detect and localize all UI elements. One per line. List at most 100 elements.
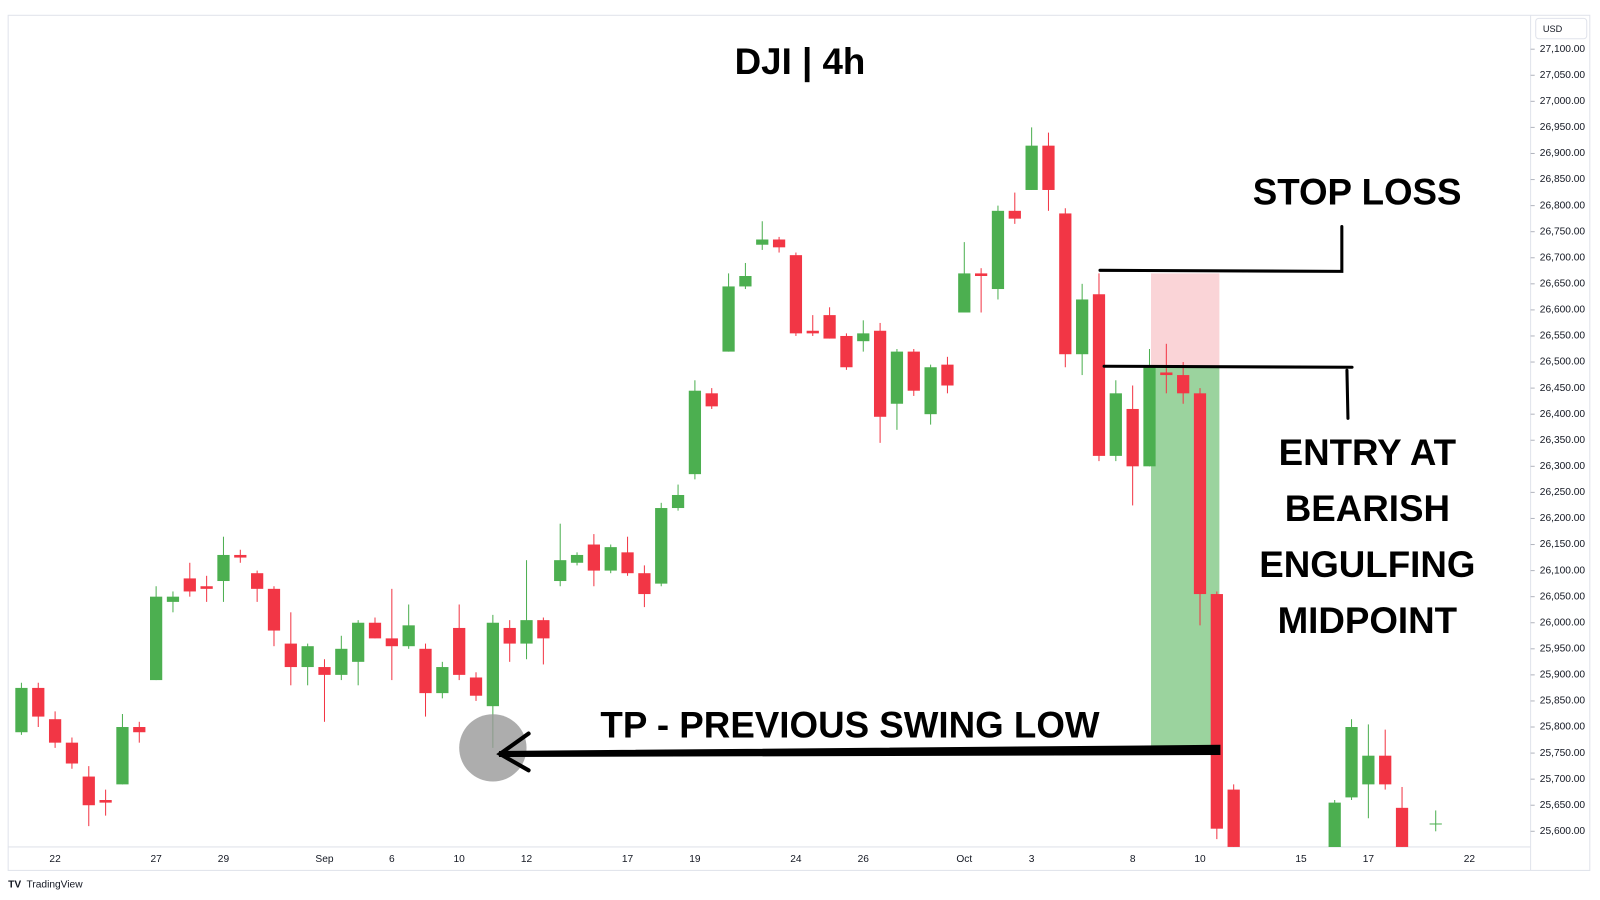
candle-body <box>150 596 163 681</box>
candle-body <box>1328 802 1341 847</box>
take-profit-label: TP - PREVIOUS SWING LOW <box>600 704 1099 745</box>
candle-body <box>705 393 718 407</box>
candle-body <box>789 255 803 334</box>
y-tick-label: 25,800.00 <box>1540 722 1586 733</box>
y-tick-label: 25,900.00 <box>1540 670 1586 681</box>
currency-box <box>1535 17 1588 40</box>
candle-body <box>671 494 685 509</box>
candle-body <box>570 554 584 563</box>
candle-body <box>621 552 634 574</box>
y-tick-label: 26,300.00 <box>1540 461 1586 472</box>
y-tick-label: 27,050.00 <box>1540 70 1586 81</box>
candle-body <box>1042 145 1055 190</box>
candle-body <box>722 286 735 352</box>
y-tick-label: 26,550.00 <box>1540 331 1586 342</box>
candle-body <box>840 335 853 368</box>
candle-body <box>924 367 937 415</box>
candle-body <box>133 727 146 733</box>
x-tick-label: 15 <box>1295 854 1307 865</box>
candle-body <box>520 620 533 644</box>
candle-body <box>991 210 1005 290</box>
candle-body <box>99 800 112 803</box>
candle-body <box>890 351 904 404</box>
chart-title: DJI | 4h <box>735 41 866 83</box>
candle-body <box>1193 393 1207 595</box>
candle-body <box>368 622 382 639</box>
x-tick-label: 6 <box>389 854 395 865</box>
x-tick-label: 19 <box>689 854 701 865</box>
y-tick-label: 25,750.00 <box>1540 748 1586 759</box>
y-tick-label: 27,000.00 <box>1540 96 1586 107</box>
y-tick-label: 26,250.00 <box>1540 487 1586 498</box>
entry-line <box>1102 364 1354 420</box>
y-tick-label: 25,600.00 <box>1540 826 1586 837</box>
candle-body <box>1362 755 1375 785</box>
candle-body <box>975 273 988 277</box>
candle-body <box>1160 372 1173 376</box>
candle-body <box>587 544 600 571</box>
y-tick-label: 26,850.00 <box>1540 174 1586 185</box>
y-tick-label: 26,950.00 <box>1540 122 1586 133</box>
take-profit-arrow <box>498 744 1221 758</box>
candle-body <box>301 646 314 668</box>
y-tick-label: 26,150.00 <box>1540 539 1586 550</box>
candle-body <box>217 554 230 582</box>
y-tick-label: 25,850.00 <box>1540 696 1586 707</box>
candle-body <box>941 364 954 386</box>
x-tick-label: 29 <box>218 854 230 865</box>
y-tick-label: 26,100.00 <box>1540 565 1586 576</box>
candle-body <box>772 239 786 248</box>
candle-body <box>1092 294 1106 456</box>
candle-body <box>419 648 432 694</box>
y-tick-label: 26,400.00 <box>1540 409 1586 420</box>
x-tick-label: 22 <box>1464 854 1476 865</box>
stop-loss-zone <box>1151 273 1220 368</box>
candle-body <box>48 719 62 743</box>
x-tick-label: 17 <box>622 854 634 865</box>
candle-body <box>335 648 348 675</box>
y-tick-label: 25,700.00 <box>1540 774 1586 785</box>
y-tick-label: 26,900.00 <box>1540 148 1586 159</box>
candle-body <box>234 554 247 558</box>
candle-body <box>1008 210 1021 219</box>
brand-logo: TV <box>8 879 21 890</box>
candle-body <box>82 776 95 806</box>
candle-body <box>15 687 28 733</box>
candle-body <box>1345 727 1358 798</box>
candle-body <box>604 547 617 571</box>
candle-body <box>385 638 398 647</box>
x-tick-label: 17 <box>1363 854 1375 865</box>
candle-body <box>857 333 870 342</box>
x-tick-label: 10 <box>454 854 466 865</box>
y-tick-label: 26,800.00 <box>1540 200 1586 211</box>
candle-body <box>503 627 516 644</box>
candle-body <box>806 330 819 334</box>
candle-body <box>436 667 449 694</box>
candle-body <box>318 667 331 675</box>
arrow-head <box>496 731 531 773</box>
candle-body <box>756 239 769 245</box>
candle-body <box>554 560 567 582</box>
brand: TradingView <box>27 879 84 890</box>
x-tick-label: 24 <box>790 854 802 865</box>
candle-body <box>1379 755 1392 785</box>
candle-body <box>688 390 702 475</box>
candle-body <box>1109 393 1122 456</box>
candle-body <box>32 687 45 717</box>
candle-body <box>537 620 550 639</box>
x-tick-label: 27 <box>150 854 162 865</box>
candle-body <box>1025 145 1038 190</box>
y-tick-label: 27,100.00 <box>1540 44 1586 55</box>
y-tick-label: 26,600.00 <box>1540 305 1586 316</box>
candle-body <box>1059 213 1072 355</box>
x-tick-label: 22 <box>49 854 61 865</box>
candle-body <box>166 596 180 602</box>
x-tick-label: 12 <box>521 854 533 865</box>
candle-body <box>486 622 499 707</box>
y-tick-label: 26,200.00 <box>1540 513 1586 524</box>
x-tick-label: Sep <box>315 854 333 865</box>
candle-body <box>402 625 415 647</box>
candle-body <box>907 351 920 391</box>
x-tick-label: 10 <box>1194 854 1206 865</box>
